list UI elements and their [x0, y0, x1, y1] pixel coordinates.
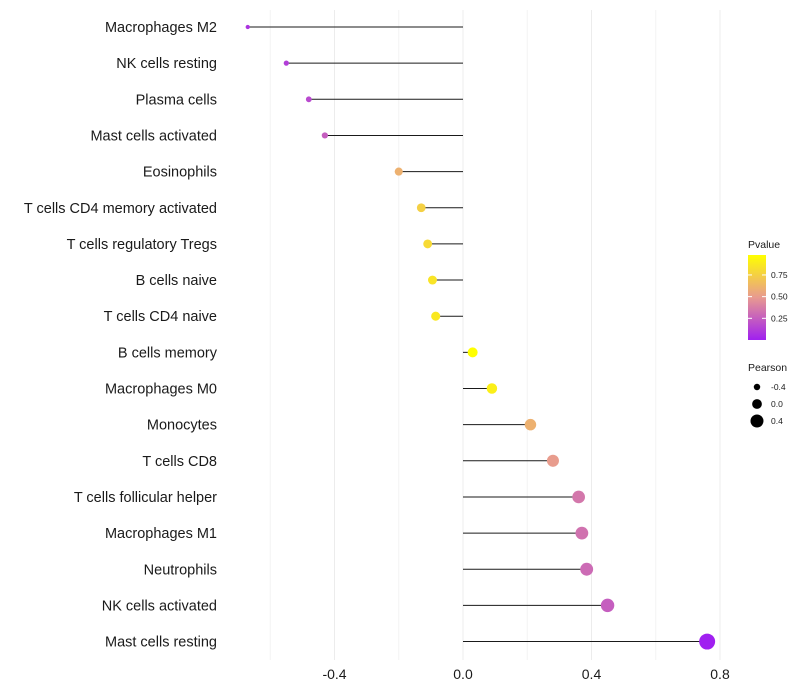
data-point [600, 598, 615, 613]
category-label: NK cells resting [116, 56, 217, 72]
category-label: T cells follicular helper [74, 490, 217, 506]
color-tick-label: 0.50 [771, 292, 788, 302]
category-label: Mast cells resting [105, 635, 217, 651]
data-point [575, 526, 589, 540]
size-key-dot [753, 383, 761, 391]
legend: Pvalue 0.25 0.50 0.75 Pearson -0.4 0.0 0.4 [748, 239, 788, 428]
data-point [524, 418, 537, 431]
category-label: B cells memory [118, 345, 218, 361]
data-point [245, 24, 250, 30]
category-label: Macrophages M0 [105, 382, 217, 398]
color-tick-label: 0.75 [771, 270, 788, 280]
category-label: Monocytes [147, 418, 217, 434]
color-bar [748, 255, 766, 340]
x-tick-label: 0.8 [710, 666, 730, 682]
color-legend-title: Pvalue [748, 239, 780, 251]
data-point [428, 275, 437, 285]
data-point [486, 383, 498, 394]
color-tick-label: 0.25 [771, 313, 788, 323]
size-key-label: -0.4 [771, 382, 786, 392]
points [245, 24, 716, 650]
x-tick-label: 0.4 [582, 666, 602, 682]
category-label: Eosinophils [143, 165, 217, 181]
category-label: T cells CD4 memory activated [24, 201, 217, 217]
size-key-dot [750, 414, 764, 428]
x-tick-label: 0.0 [453, 666, 473, 682]
size-legend-title: Pearson [748, 362, 787, 374]
data-point [305, 96, 312, 103]
data-point [431, 311, 441, 321]
category-labels: Macrophages M2 NK cells resting Plasma cel… [24, 20, 218, 651]
category-label: Macrophages M1 [105, 526, 217, 542]
x-tick-labels: -0.4 0.0 0.4 0.8 [322, 666, 730, 682]
color-legend-ticks: 0.25 0.50 0.75 [748, 270, 788, 323]
x-tick-label: -0.4 [322, 666, 346, 682]
stems [247, 26, 708, 643]
data-point [283, 60, 289, 66]
data-point [699, 633, 716, 650]
category-label: NK cells activated [102, 598, 217, 614]
category-label: T cells CD8 [142, 454, 217, 470]
data-point [546, 454, 559, 467]
data-point [572, 490, 585, 504]
category-label: Mast cells activated [90, 128, 217, 144]
size-key-label: 0.4 [771, 416, 783, 426]
size-key-label: 0.0 [771, 399, 783, 409]
category-label: Plasma cells [136, 92, 217, 108]
data-point [416, 203, 426, 213]
size-key-dot [752, 399, 762, 409]
category-label: B cells naive [136, 273, 217, 289]
category-label: Neutrophils [144, 562, 217, 578]
category-label: Macrophages M2 [105, 20, 217, 36]
data-point [580, 562, 594, 576]
data-point [423, 239, 433, 249]
data-point [394, 167, 403, 176]
data-point [467, 347, 478, 358]
gridlines [269, 10, 721, 660]
data-point [321, 132, 328, 139]
category-label: T cells CD4 naive [104, 309, 217, 325]
category-label: T cells regulatory Tregs [67, 237, 217, 253]
size-legend-keys: -0.4 0.0 0.4 [750, 382, 786, 428]
